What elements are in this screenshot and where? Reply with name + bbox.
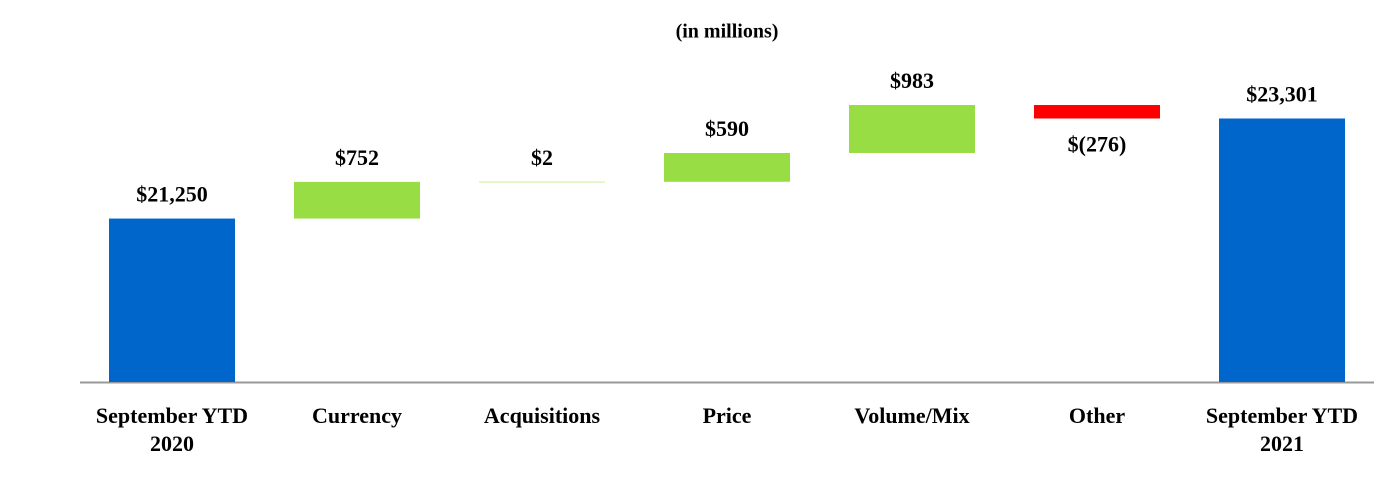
bar [1034, 105, 1160, 119]
data-label: $983 [890, 68, 934, 93]
bar [294, 181, 420, 219]
data-label: $(276) [1068, 132, 1127, 157]
bar [1219, 118, 1345, 382]
bar [109, 218, 235, 382]
data-label: $590 [705, 116, 749, 141]
x-tick-label: September YTD 2021 [1205, 403, 1359, 456]
data-label: $21,250 [136, 182, 208, 207]
x-tick-label: September YTD 2020 [95, 403, 249, 456]
x-tick-label: Other [1068, 403, 1126, 428]
x-tick-label: Currency [311, 403, 403, 428]
data-label: $23,301 [1246, 82, 1318, 107]
x-tick-label: Acquisitions [483, 403, 601, 428]
data-label: $2 [531, 145, 553, 170]
x-tick-label: Volume/Mix [854, 403, 970, 428]
bar [479, 181, 605, 183]
data-label: $752 [335, 145, 379, 170]
bar [849, 105, 975, 153]
chart-title: (in millions) [676, 21, 779, 43]
x-tick-label: Price [702, 403, 752, 428]
bar [664, 152, 790, 182]
